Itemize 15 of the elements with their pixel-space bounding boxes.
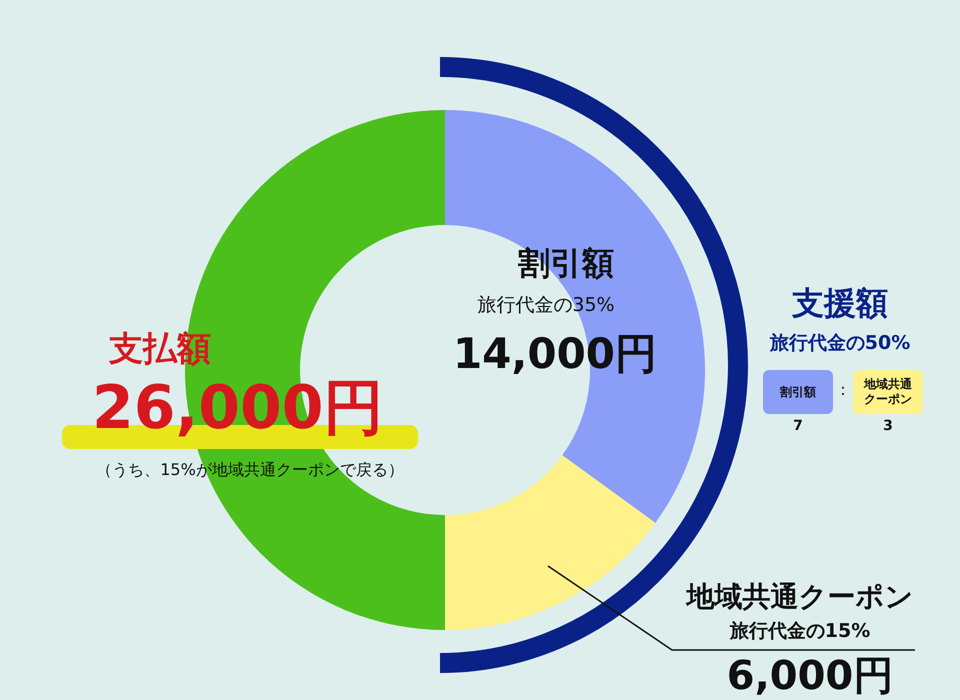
slice-label: 地域共通クーポン — [684, 579, 914, 615]
text: 3 — [883, 418, 893, 434]
text: 旅行代金の15% — [730, 620, 870, 642]
text: 6,000円 — [726, 653, 894, 699]
text: 7 — [793, 418, 803, 434]
text: 割引額 — [780, 384, 816, 400]
text: 14,000円 — [452, 329, 658, 378]
text: 旅行代金の50% — [770, 332, 910, 354]
text: 支援額 — [792, 284, 888, 322]
text: 旅行代金の35% — [477, 294, 615, 316]
slice-label: 割引額 — [517, 243, 615, 284]
text: : — [840, 380, 846, 399]
donut-slice — [445, 110, 705, 523]
text: 地域共通クーポン — [862, 377, 913, 407]
donut-slice — [445, 455, 656, 630]
